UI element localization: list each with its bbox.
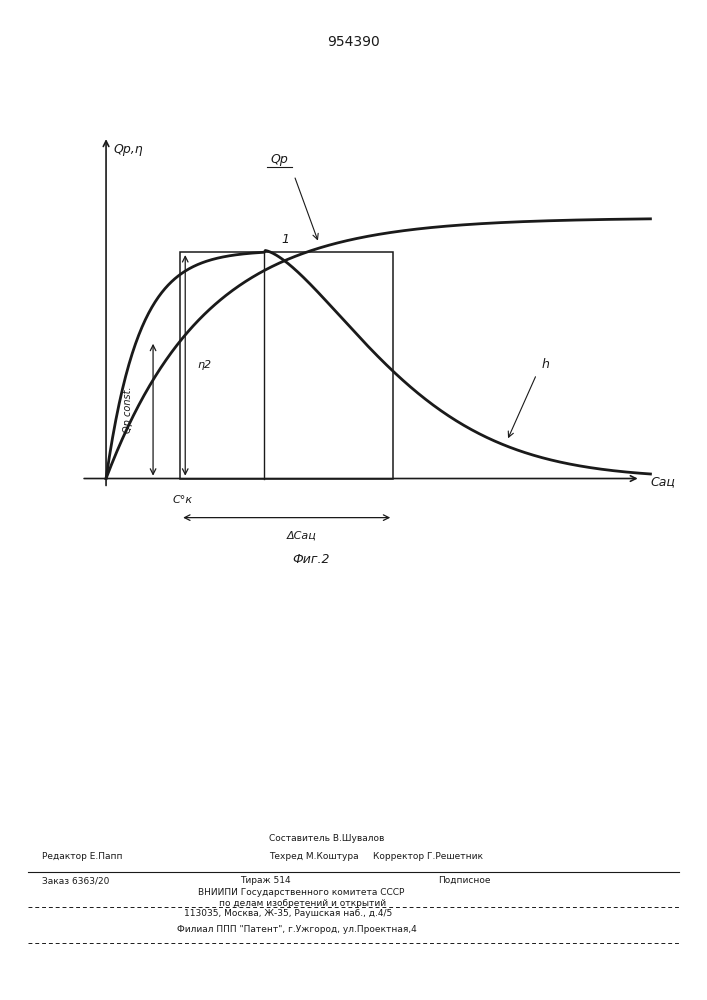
Text: ΔCац: ΔCац [286,531,317,541]
Text: 113035, Москва, Ж-35, Раушская наб., д.4/5: 113035, Москва, Ж-35, Раушская наб., д.4… [184,909,392,918]
Text: Cац: Cац [650,475,675,488]
Bar [180,252,393,479]
Text: Составитель В.Шувалов: Составитель В.Шувалов [269,834,384,843]
Text: ВНИИПИ Государственного комитета СССР: ВНИИПИ Государственного комитета СССР [198,888,404,897]
Text: Тираж 514: Тираж 514 [240,876,291,885]
Text: h: h [542,358,549,371]
Text: по делам изобретений и открытий: по делам изобретений и открытий [219,899,386,908]
Text: Заказ 6363/20: Заказ 6363/20 [42,876,110,885]
Text: C°к: C°к [173,495,193,505]
Text: η2: η2 [197,360,211,370]
Text: Техред М.Коштура     Корректор Г.Решетник: Техред М.Коштура Корректор Г.Решетник [269,852,483,861]
Text: Фиг.2: Фиг.2 [293,553,330,566]
Text: Подписное: Подписное [438,876,491,885]
Text: Qр const.: Qр const. [123,386,134,433]
Text: 1: 1 [281,233,290,246]
Text: Редактор Е.Папп: Редактор Е.Папп [42,852,123,861]
Text: Qр: Qр [270,153,288,166]
Text: Филиал ППП "Патент", г.Ужгород, ул.Проектная,4: Филиал ППП "Патент", г.Ужгород, ул.Проек… [177,925,416,934]
Text: Qр,η: Qр,η [113,143,143,156]
Text: 954390: 954390 [327,35,380,49]
